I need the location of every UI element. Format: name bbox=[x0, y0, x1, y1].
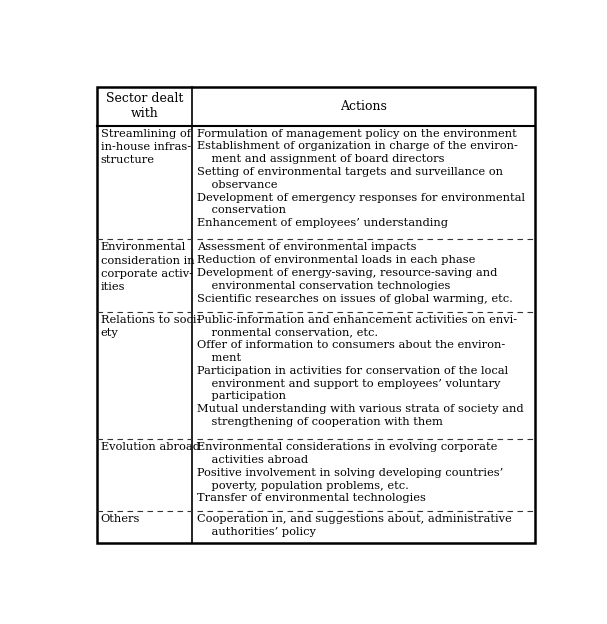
Text: Cooperation in, and suggestions about, administrative
    authorities’ policy: Cooperation in, and suggestions about, a… bbox=[197, 514, 512, 537]
Text: Streamlining of
in-house infras-
structure: Streamlining of in-house infras- structu… bbox=[101, 129, 191, 165]
Text: Formulation of management policy on the environment
Establishment of organizatio: Formulation of management policy on the … bbox=[197, 129, 525, 228]
Text: Others: Others bbox=[101, 514, 140, 524]
Text: Assessment of environmental impacts
Reduction of environmental loads in each pha: Assessment of environmental impacts Redu… bbox=[197, 242, 513, 303]
Text: Environmental
consideration in
corporate activ-
ities: Environmental consideration in corporate… bbox=[101, 242, 194, 292]
Text: Actions: Actions bbox=[340, 100, 387, 113]
Text: Sector dealt
with: Sector dealt with bbox=[106, 92, 183, 120]
Text: Relations to soci-
ety: Relations to soci- ety bbox=[101, 314, 200, 338]
Text: Evolution abroad: Evolution abroad bbox=[101, 442, 200, 452]
Text: Public-information and enhancement activities on envi-
    ronmental conservatio: Public-information and enhancement activ… bbox=[197, 314, 524, 427]
Text: Environmental considerations in evolving corporate
    activities abroad
Positiv: Environmental considerations in evolving… bbox=[197, 442, 503, 504]
